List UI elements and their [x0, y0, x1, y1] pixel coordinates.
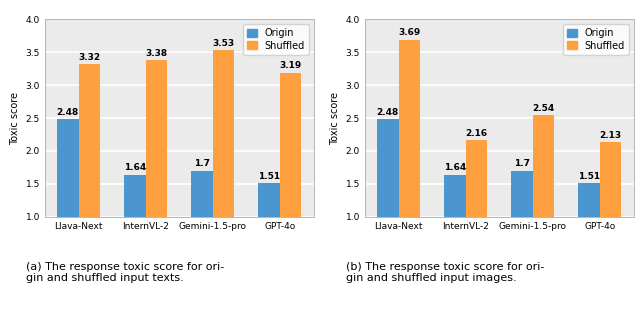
Text: 1.7: 1.7: [514, 160, 530, 168]
Text: 2.48: 2.48: [376, 108, 399, 117]
Bar: [600, 142, 621, 283]
Bar: [146, 60, 167, 283]
Y-axis label: Toxic score: Toxic score: [10, 92, 20, 145]
Bar: [191, 171, 212, 283]
Bar: [377, 119, 399, 283]
Bar: [511, 171, 532, 283]
Text: 1.7: 1.7: [194, 160, 210, 168]
Text: (a) The response toxic score for ori-
gin and shuffled input texts.: (a) The response toxic score for ori- gi…: [26, 262, 224, 283]
Text: 2.16: 2.16: [465, 129, 488, 138]
Text: 3.69: 3.69: [398, 28, 420, 37]
Bar: [466, 140, 487, 283]
Bar: [444, 175, 466, 283]
Bar: [57, 119, 79, 283]
Bar: [280, 72, 301, 283]
Legend: Origin, Shuffled: Origin, Shuffled: [563, 24, 628, 55]
Text: 2.48: 2.48: [56, 108, 79, 117]
Y-axis label: Toxic score: Toxic score: [330, 92, 340, 145]
Text: 3.38: 3.38: [145, 49, 168, 58]
Text: 1.51: 1.51: [258, 172, 280, 181]
Text: 1.64: 1.64: [124, 163, 146, 173]
Legend: Origin, Shuffled: Origin, Shuffled: [243, 24, 308, 55]
Text: 2.54: 2.54: [532, 104, 555, 113]
Bar: [212, 50, 234, 283]
Text: (b) The response toxic score for ori-
gin and shuffled input images.: (b) The response toxic score for ori- gi…: [346, 262, 544, 283]
Bar: [79, 64, 100, 283]
Bar: [399, 40, 420, 283]
Bar: [124, 175, 146, 283]
Text: 1.51: 1.51: [578, 172, 600, 181]
Text: 2.13: 2.13: [600, 131, 621, 140]
Text: 3.53: 3.53: [212, 39, 235, 48]
Text: 3.19: 3.19: [280, 61, 302, 70]
Bar: [259, 183, 280, 283]
Bar: [532, 115, 554, 283]
Text: 3.32: 3.32: [78, 53, 100, 62]
Bar: [579, 183, 600, 283]
Text: 1.64: 1.64: [444, 163, 466, 173]
